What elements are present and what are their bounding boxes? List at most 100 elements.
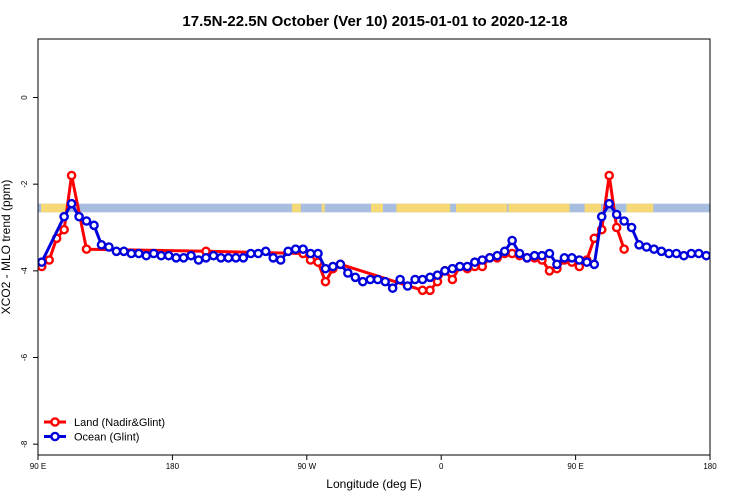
legend: Land (Nadir&Glint) Ocean (Glint) <box>44 417 165 444</box>
data-point <box>81 244 92 254</box>
land-mask-segment <box>371 203 383 213</box>
data-point <box>238 253 249 263</box>
data-point <box>387 283 398 293</box>
legend-label: Ocean (Glint) <box>74 432 139 444</box>
data-point <box>440 266 450 276</box>
data-point <box>290 244 301 254</box>
data-point <box>664 248 674 259</box>
y-tick-label: -4 <box>20 267 29 275</box>
data-point <box>552 259 562 270</box>
land-mask-segment <box>508 203 570 213</box>
data-point <box>38 257 47 267</box>
data-point <box>283 246 293 257</box>
data-point <box>694 248 704 259</box>
data-point <box>567 253 577 263</box>
data-point <box>701 250 710 261</box>
data-point <box>335 259 346 270</box>
data-point <box>372 274 383 285</box>
legend-marker <box>50 431 60 442</box>
x-tick-label: 90 E <box>567 462 583 471</box>
data-point <box>148 248 159 259</box>
land-mask-segment <box>396 203 451 213</box>
plot-frame <box>37 38 711 456</box>
y-tick-label: -8 <box>20 440 29 448</box>
data-point <box>104 242 114 252</box>
data-point <box>402 281 413 291</box>
x-tick-label: 180 <box>166 462 180 471</box>
data-point <box>171 253 181 263</box>
series-ocean <box>38 198 710 293</box>
data-point <box>507 248 517 259</box>
data-point <box>492 250 503 261</box>
series-layer <box>38 170 710 296</box>
land-mask-segment <box>40 203 70 213</box>
data-point <box>216 253 226 263</box>
data-point <box>96 240 107 250</box>
data-point <box>223 253 234 263</box>
data-point <box>201 253 211 263</box>
data-point <box>59 224 69 235</box>
land-mask-segment <box>626 203 654 213</box>
data-point <box>74 211 84 222</box>
data-point <box>119 246 129 257</box>
data-point <box>649 244 659 254</box>
data-point <box>380 276 391 287</box>
legend-item: Ocean (Glint) <box>44 432 139 444</box>
legend-label: Land (Nadir&Glint) <box>74 417 165 429</box>
data-point <box>679 250 689 261</box>
data-point <box>499 246 510 257</box>
chart-title: 17.5N-22.5N October (Ver 10) 2015-01-01 … <box>182 13 567 30</box>
data-point <box>611 209 622 220</box>
land-mask-segment <box>291 203 301 213</box>
data-point <box>275 255 286 265</box>
x-tick-label: 90 W <box>297 462 316 471</box>
data-point <box>193 255 204 265</box>
land-ocean-mask <box>38 203 710 213</box>
x-axis-label: Longitude (deg E) <box>326 477 421 491</box>
data-point <box>89 220 99 231</box>
data-point <box>178 253 189 263</box>
data-point <box>425 285 435 296</box>
data-point <box>522 253 532 263</box>
data-point <box>514 248 525 259</box>
data-point <box>574 255 585 265</box>
data-point <box>462 261 473 272</box>
x-axis: 90 E 180 90 W 0 90 E 180 <box>30 455 717 471</box>
y-axis-label: XCO2 - MLO trend (ppm) <box>0 180 13 315</box>
data-point <box>589 259 600 270</box>
x-tick-label: 90 E <box>30 462 46 471</box>
land-mask-segment <box>456 203 507 213</box>
data-point <box>417 274 428 285</box>
data-point <box>208 250 219 261</box>
data-point <box>328 261 338 272</box>
data-point <box>619 244 629 254</box>
y-axis: 0 -2 -4 -6 -8 <box>20 95 38 448</box>
data-point <box>156 250 166 261</box>
data-point <box>357 276 368 287</box>
data-point <box>253 248 264 259</box>
data-point <box>268 253 279 263</box>
series-land <box>38 170 629 296</box>
land-mask-segment <box>321 203 325 213</box>
data-point <box>186 250 196 261</box>
data-point <box>604 170 615 181</box>
data-point <box>537 250 547 261</box>
data-point <box>133 248 144 259</box>
data-point <box>634 240 644 250</box>
data-point <box>611 222 622 233</box>
data-point <box>163 250 174 261</box>
data-point <box>410 274 420 285</box>
data-point <box>59 211 69 222</box>
data-point <box>298 244 308 254</box>
data-point <box>686 248 697 259</box>
data-point <box>447 274 458 285</box>
legend-item: Land (Nadir&Glint) <box>44 417 165 429</box>
data-point <box>626 222 637 233</box>
data-point <box>320 276 331 287</box>
data-point <box>559 253 570 263</box>
data-point <box>81 216 92 226</box>
data-point <box>231 253 241 263</box>
data-point <box>447 263 458 274</box>
data-point <box>417 285 428 296</box>
data-point <box>141 250 152 261</box>
